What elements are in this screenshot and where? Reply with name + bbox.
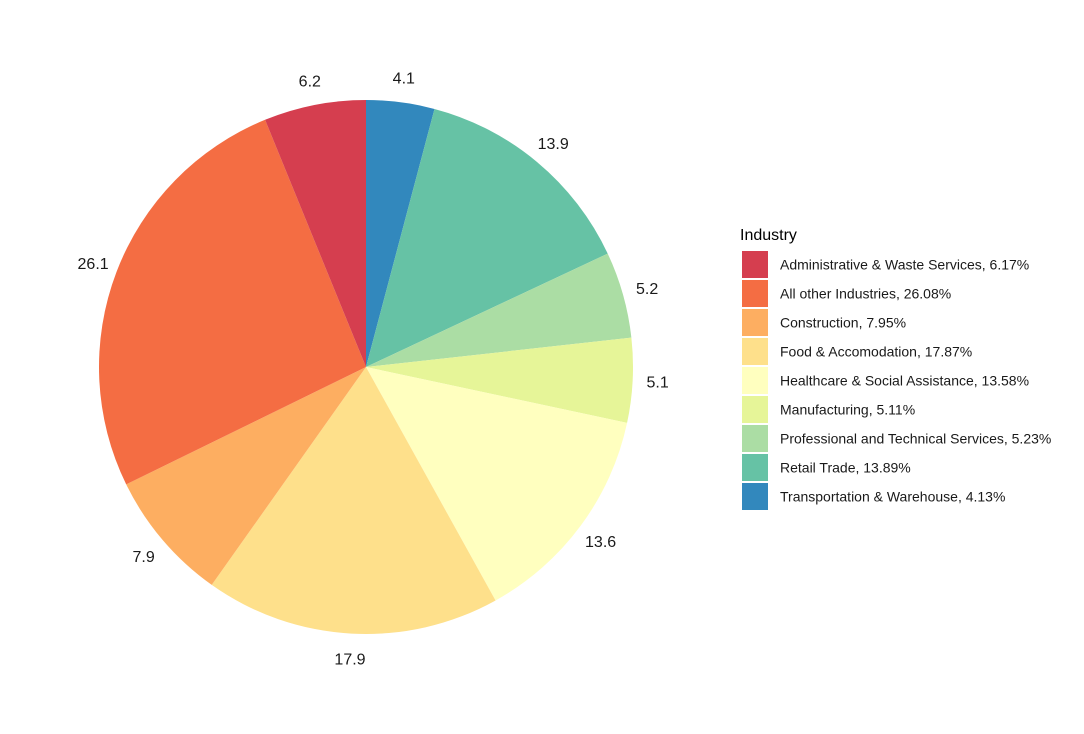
legend-swatch-construction	[742, 309, 768, 336]
pie-slices	[98, 100, 633, 634]
legend-swatch-all-other-industries	[742, 280, 768, 307]
legend-label-transportation-and-warehouse: Transportation & Warehouse, 4.13%	[780, 489, 1005, 505]
legend-items: Administrative & Waste Services, 6.17% Al…	[742, 251, 1051, 510]
legend-label-manufacturing: Manufacturing, 5.11%	[780, 402, 915, 418]
legend-label-healthcare-and-social-assistance: Healthcare & Social Assistance, 13.58%	[780, 373, 1029, 389]
legend-swatch-healthcare-and-social-assistance	[742, 367, 768, 394]
legend-label-food-and-accomodation: Food & Accomodation, 17.87%	[780, 344, 972, 360]
legend-swatch-manufacturing	[742, 396, 768, 423]
pie-slice-healthcare-and-social-assistance	[366, 367, 628, 601]
legend-label-construction: Construction, 7.95%	[780, 315, 906, 331]
slice-label-manufacturing: 5.1	[646, 375, 668, 392]
slice-label-professional-and-technical-services: 5.2	[636, 281, 658, 298]
pie-slice-professional-and-technical-services	[366, 253, 632, 367]
pie-slice-food-and-accomodation	[211, 367, 496, 634]
pie-slice-administrative-and-waste-services	[265, 100, 366, 367]
legend-title: Industry	[740, 227, 797, 244]
legend-swatch-retail-trade	[742, 454, 768, 481]
legend-label-all-other-industries: All other Industries, 26.08%	[780, 286, 951, 302]
pie-labels: 4.1 13.9 5.2 5.1 13.6 17.9 7.9 26.1 6.2	[78, 71, 669, 669]
legend: Industry Administrative & Waste Services…	[740, 227, 1051, 510]
slice-label-retail-trade: 13.9	[538, 136, 569, 153]
legend-swatch-administrative-and-waste-services	[742, 251, 768, 278]
slice-label-transportation-and-warehouse: 4.1	[393, 71, 415, 88]
legend-label-retail-trade: Retail Trade, 13.89%	[780, 460, 911, 476]
slice-label-food-and-accomodation: 17.9	[334, 652, 365, 669]
pie-slice-manufacturing	[366, 337, 633, 423]
legend-label-professional-and-technical-services: Professional and Technical Services, 5.2…	[780, 431, 1051, 447]
pie-slice-transportation-and-warehouse	[366, 100, 435, 367]
pie-slice-retail-trade	[366, 108, 608, 367]
pie-slice-construction	[126, 367, 366, 585]
legend-swatch-transportation-and-warehouse	[742, 483, 768, 510]
slice-label-all-other-industries: 26.1	[78, 256, 109, 273]
slice-label-healthcare-and-social-assistance: 13.6	[585, 534, 616, 551]
legend-swatch-professional-and-technical-services	[742, 425, 768, 452]
legend-label-administrative-and-waste-services: Administrative & Waste Services, 6.17%	[780, 257, 1029, 273]
slice-label-administrative-and-waste-services: 6.2	[299, 74, 321, 91]
pie-slice-all-other-industries	[98, 119, 366, 485]
legend-swatch-food-and-accomodation	[742, 338, 768, 365]
slice-label-construction: 7.9	[132, 549, 154, 566]
